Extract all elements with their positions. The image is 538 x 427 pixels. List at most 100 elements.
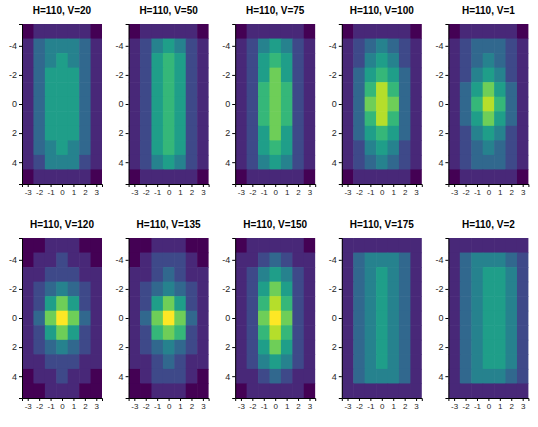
panel-title: H=110, V=120 [30, 219, 94, 230]
heat-cell [197, 24, 208, 39]
heat-cell [151, 97, 163, 112]
tick-label: -4 [435, 255, 443, 265]
heat-cell [399, 267, 411, 282]
heat-cell [45, 169, 57, 184]
heat-cell [269, 253, 281, 268]
tick-mark [146, 398, 147, 401]
heat-cell [376, 111, 388, 126]
tick-mark [287, 398, 288, 401]
tick-mark [370, 184, 371, 187]
heat-cell [410, 354, 421, 369]
heat-cell [22, 111, 34, 126]
heat-cell [91, 238, 102, 253]
heat-cell [45, 340, 57, 355]
tick-mark [232, 318, 235, 319]
heat-cell [163, 82, 175, 97]
heat-cell [281, 155, 293, 170]
heat-cell [68, 126, 80, 141]
heat-cell [460, 111, 472, 126]
heat-cell [448, 82, 460, 97]
heat-cell [365, 97, 377, 112]
heat-cell [186, 39, 198, 54]
heat-cell [304, 354, 315, 369]
cells [235, 238, 315, 398]
heat-cell [460, 340, 472, 355]
heat-cell [342, 369, 354, 384]
heat-cell [235, 126, 247, 141]
heat-cell [33, 325, 45, 340]
tick: 0 [438, 313, 448, 323]
heat-cell [471, 296, 483, 311]
axis-line [126, 25, 130, 185]
heat-cell [448, 155, 460, 170]
y-axis: -4-2024 [435, 25, 449, 185]
heat-cell [140, 24, 152, 39]
tick-label: 2 [510, 188, 515, 197]
heat-cell [506, 369, 518, 384]
heat-cell [258, 282, 270, 297]
tick: -2 [9, 284, 22, 294]
tick-label: 4 [332, 372, 337, 382]
heat-cell [494, 253, 506, 268]
tick-mark [19, 162, 22, 163]
heat-cell [235, 68, 247, 83]
panel: -4-2024-3-2-10123 [435, 24, 529, 197]
heat-cell [186, 169, 198, 184]
heat-cell [163, 238, 175, 253]
heat-cell [140, 53, 152, 68]
heat-cell [448, 267, 460, 282]
tick-mark [445, 162, 448, 163]
heat-cell [151, 238, 163, 253]
heat-cell [174, 296, 186, 311]
heat-cell [365, 68, 377, 83]
heat-cell [22, 311, 34, 326]
heat-cell [399, 369, 411, 384]
heat-cell [129, 155, 141, 170]
x-axis: -3-2-10123 [342, 184, 422, 197]
heat-cell [79, 97, 91, 112]
heat-cell [79, 354, 91, 369]
y-axis: -4-2024 [116, 239, 130, 399]
heat-cell [68, 97, 80, 112]
heat-cell [91, 369, 102, 384]
heat-cell [235, 155, 247, 170]
heat-cell [506, 253, 518, 268]
tick-mark [96, 398, 97, 401]
heat-cell [342, 155, 354, 170]
tick: 0 [332, 99, 342, 109]
tick-label: -2 [36, 402, 44, 411]
heat-cell [365, 369, 377, 384]
axis-line [445, 239, 449, 399]
tick-mark [126, 133, 129, 134]
heat-cell [353, 325, 365, 340]
heat-cell [45, 369, 57, 384]
heat-cell [342, 39, 354, 54]
heat-cell [33, 126, 45, 141]
heat-cell [151, 340, 163, 355]
tick-mark [445, 104, 448, 105]
heat-cell [22, 82, 34, 97]
tick-mark [339, 162, 342, 163]
axis-line [339, 239, 343, 399]
heat-cell [342, 340, 354, 355]
tick-mark [264, 398, 265, 401]
panel: -4-2024-3-2-10123 [9, 24, 103, 197]
heat-cell [163, 126, 175, 141]
heat-cell [494, 111, 506, 126]
cells [22, 24, 102, 184]
heat-cell [292, 340, 304, 355]
heat-cell [388, 155, 400, 170]
tick-label: 4 [332, 158, 337, 168]
heat-cell [79, 82, 91, 97]
tick: -2 [222, 284, 235, 294]
heat-cell [399, 340, 411, 355]
tick-mark [232, 347, 235, 348]
heat-cell [471, 169, 483, 184]
heat-cell [365, 140, 377, 155]
heat-cell [79, 369, 91, 384]
heat-cell [235, 253, 247, 268]
tick-mark [466, 184, 467, 187]
heat-cell [269, 238, 281, 253]
tick-mark [382, 184, 383, 187]
tick: 2 [438, 342, 448, 352]
